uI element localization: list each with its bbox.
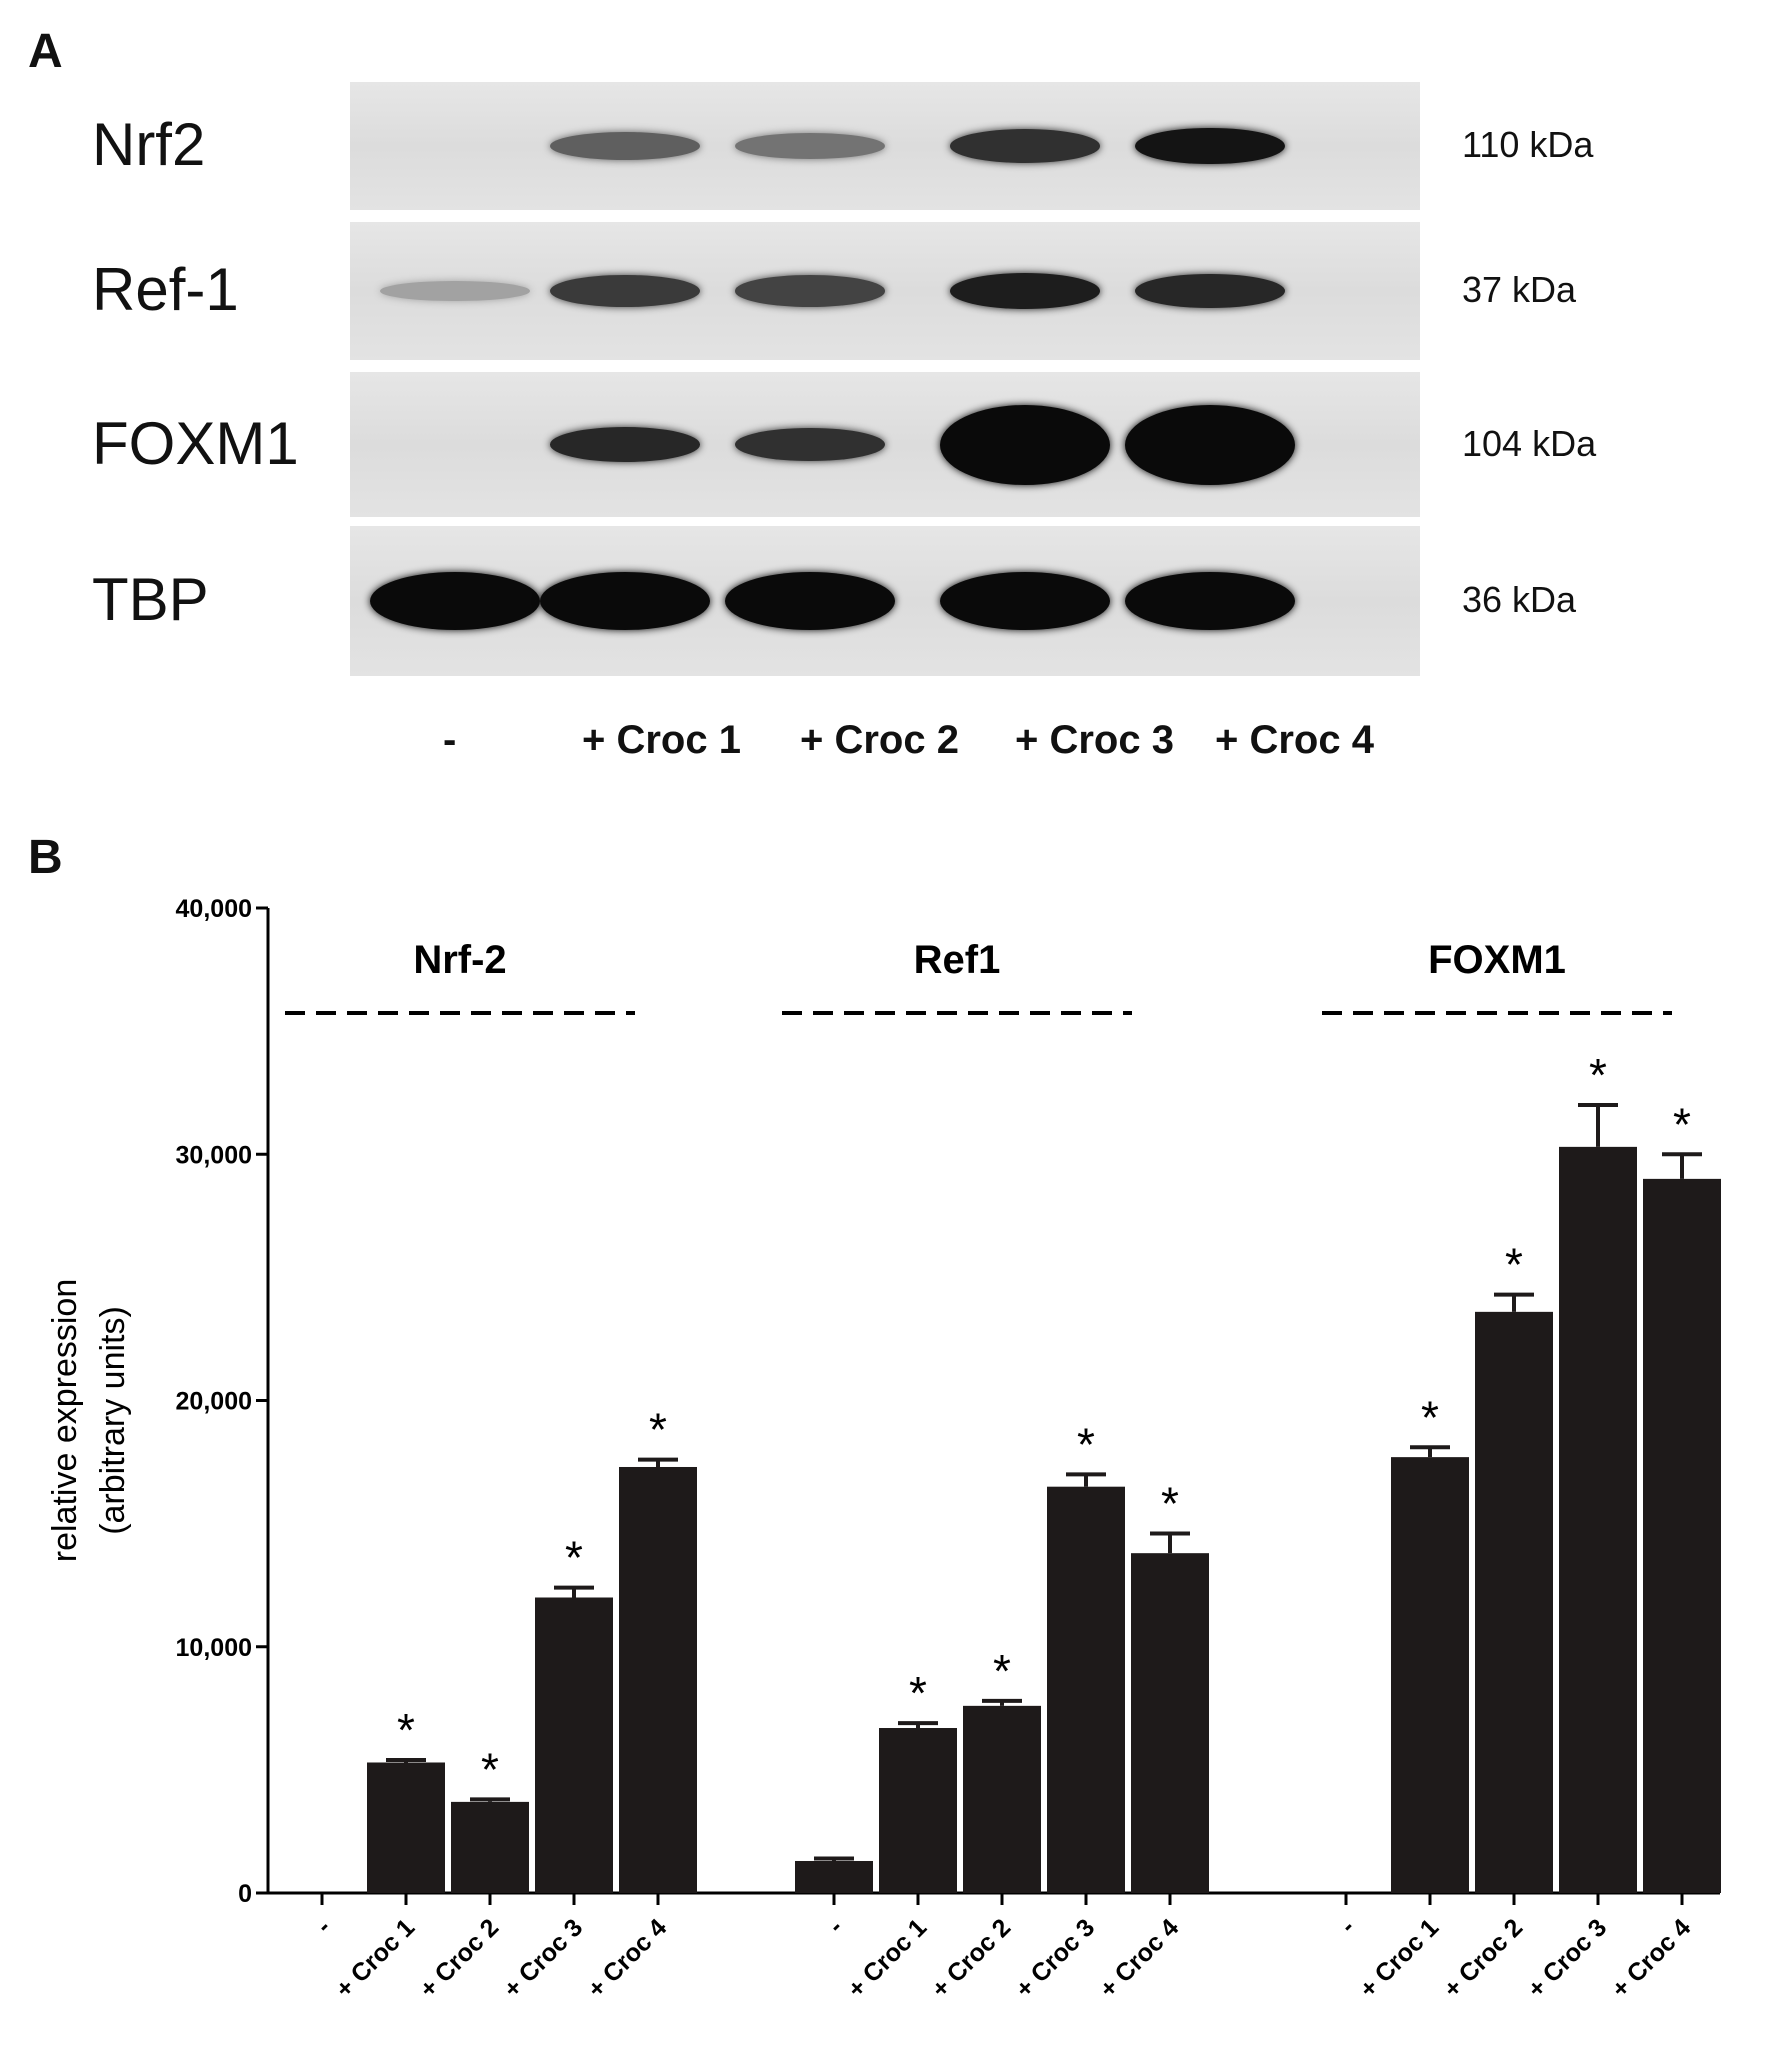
group-label: FOXM1: [1428, 938, 1566, 982]
bar: [1131, 1553, 1209, 1893]
x-tick-label: + Croc 4: [1094, 1913, 1184, 2003]
group-label: Nrf-2: [413, 938, 506, 982]
protein-label: Ref-1: [92, 256, 239, 323]
significance-marker: *: [1077, 1418, 1095, 1470]
y-tick-label: 10,000: [176, 1634, 252, 1662]
blot-band: [1125, 404, 1295, 485]
lane-label: -: [443, 718, 457, 762]
bar: [619, 1466, 697, 1893]
x-tick-label: + Croc 3: [498, 1913, 588, 2003]
blot-band: [550, 427, 700, 462]
molecular-weight-label: 104 kDa: [1462, 422, 1597, 464]
blot-strip-nrf2: [350, 82, 1420, 210]
x-tick-label: + Croc 3: [1010, 1913, 1100, 2003]
blot-band: [950, 129, 1100, 163]
x-tick-label: + Croc 1: [330, 1913, 420, 2003]
blot-band: [950, 273, 1100, 309]
y-axis-label-units: (arbitrary units): [94, 1306, 132, 1535]
molecular-weight-label: 110 kDa: [1462, 124, 1594, 165]
x-tick-label: -: [311, 1913, 337, 1939]
panel-b-label: B: [28, 831, 63, 884]
lane-label: + Croc 2: [800, 718, 959, 762]
y-tick-label: 20,000: [176, 1388, 252, 1416]
blot-band: [940, 404, 1110, 485]
blot-band: [1125, 572, 1295, 630]
blot-band: [540, 572, 710, 630]
x-tick-label: -: [823, 1913, 849, 1939]
significance-marker: *: [1421, 1391, 1439, 1443]
significance-marker: *: [1505, 1239, 1523, 1291]
panel-a-label: A: [28, 25, 63, 78]
x-tick-label: + Croc 4: [582, 1913, 672, 2003]
blot-band: [380, 280, 530, 302]
bar: [367, 1762, 445, 1893]
significance-marker: *: [397, 1704, 415, 1756]
molecular-weight-label: 36 kDa: [1462, 579, 1577, 620]
x-tick-label: + Croc 3: [1522, 1913, 1612, 2003]
significance-marker: *: [909, 1667, 927, 1719]
blot-band: [940, 572, 1110, 630]
lane-label: + Croc 4: [1215, 718, 1374, 762]
x-tick-label: + Croc 4: [1606, 1913, 1696, 2003]
molecular-weight-label: 37 kDa: [1462, 269, 1577, 310]
bar: [963, 1705, 1041, 1893]
x-tick-label: + Croc 2: [926, 1913, 1016, 2003]
x-tick-label: + Croc 1: [1354, 1913, 1444, 2003]
bar: [1391, 1457, 1469, 1893]
y-axis-label: relative expression: [46, 1279, 84, 1562]
bar: [795, 1860, 873, 1893]
significance-marker: *: [565, 1532, 583, 1584]
y-tick-label: 0: [238, 1880, 252, 1908]
lane-label: + Croc 1: [582, 718, 741, 762]
x-tick-label: + Croc 2: [1438, 1913, 1528, 2003]
y-tick-label: 30,000: [176, 1141, 252, 1169]
significance-marker: *: [649, 1404, 667, 1456]
bar: [535, 1597, 613, 1893]
blot-band: [725, 572, 895, 630]
protein-label: TBP: [92, 566, 209, 633]
bar: [451, 1801, 529, 1893]
blot-band: [1135, 273, 1285, 309]
protein-label: FOXM1: [92, 409, 299, 477]
bar: [1643, 1178, 1721, 1893]
blot-strip-ref-1: [350, 222, 1420, 360]
group-label: Ref1: [914, 938, 1001, 982]
significance-marker: *: [1589, 1049, 1607, 1101]
bar: [879, 1728, 957, 1893]
bar-chart: 0 10,000 20,000 30,000 40,000 relative expres…: [46, 895, 1721, 2004]
x-tick-label: + Croc 1: [842, 1913, 932, 2003]
blot-band: [370, 572, 540, 630]
blot-strip-tbp: [350, 526, 1420, 676]
significance-marker: *: [481, 1743, 499, 1795]
lane-label: + Croc 3: [1015, 718, 1174, 762]
blot-band: [1135, 127, 1285, 165]
blot-band: [550, 274, 700, 308]
bar: [1559, 1146, 1637, 1893]
blot-band: [735, 133, 885, 159]
blot-band: [550, 131, 700, 161]
x-tick-label: -: [1335, 1913, 1361, 1939]
x-tick-label: + Croc 2: [414, 1913, 504, 2003]
blot-strip-foxm1: [350, 372, 1420, 517]
blot-band: [735, 427, 885, 462]
y-tick-label: 40,000: [176, 895, 252, 923]
significance-marker: *: [1673, 1098, 1691, 1150]
significance-marker: *: [993, 1645, 1011, 1697]
bar: [1047, 1486, 1125, 1893]
significance-marker: *: [1161, 1477, 1179, 1529]
protein-label: Nrf2: [92, 111, 206, 178]
bar: [1475, 1311, 1553, 1893]
blot-band: [735, 275, 885, 307]
